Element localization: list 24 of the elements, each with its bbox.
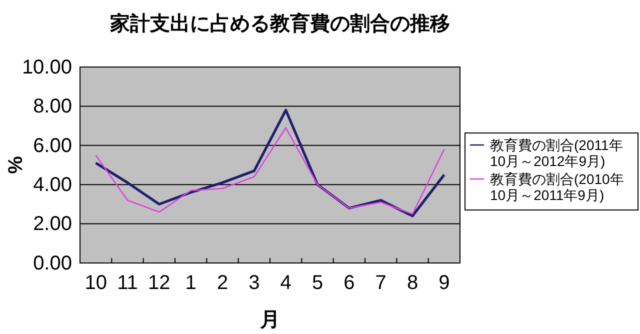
legend-label: 教育費の割合(2011年10月～2012年9月): [490, 137, 623, 169]
x-tick-label: 2: [216, 272, 228, 294]
y-tick-label: 6.00: [33, 134, 72, 157]
x-tick-label: 8: [406, 272, 418, 294]
x-tick-label: 3: [248, 272, 260, 294]
x-tick-label: 1: [185, 272, 196, 294]
x-axis-title: 月: [259, 309, 280, 331]
y-tick-label: 4.00: [33, 174, 72, 196]
y-tick-label: 10.00: [22, 56, 72, 78]
line-series: [95, 127, 445, 215]
y-axis-title: %: [5, 156, 27, 174]
x-tick-label: 10: [84, 272, 107, 294]
legend-label: 教育費の割合(2010年10月～2011年9月): [490, 171, 624, 203]
x-tick-label: 12: [148, 272, 170, 294]
y-tick-label: 8.00: [33, 96, 72, 118]
y-tick-label: 2.00: [33, 213, 72, 236]
x-tick-label: 4: [280, 272, 292, 294]
y-tick-label: 0.00: [33, 252, 72, 274]
x-tick-label: 11: [117, 272, 138, 294]
x-tick-label: 7: [375, 272, 386, 294]
x-tick-label: 5: [312, 272, 324, 294]
x-tick-label: 9: [438, 272, 450, 294]
x-tick-label: 6: [344, 272, 355, 294]
chart-title: 家計支出に占める教育費の割合の推移: [109, 12, 450, 35]
